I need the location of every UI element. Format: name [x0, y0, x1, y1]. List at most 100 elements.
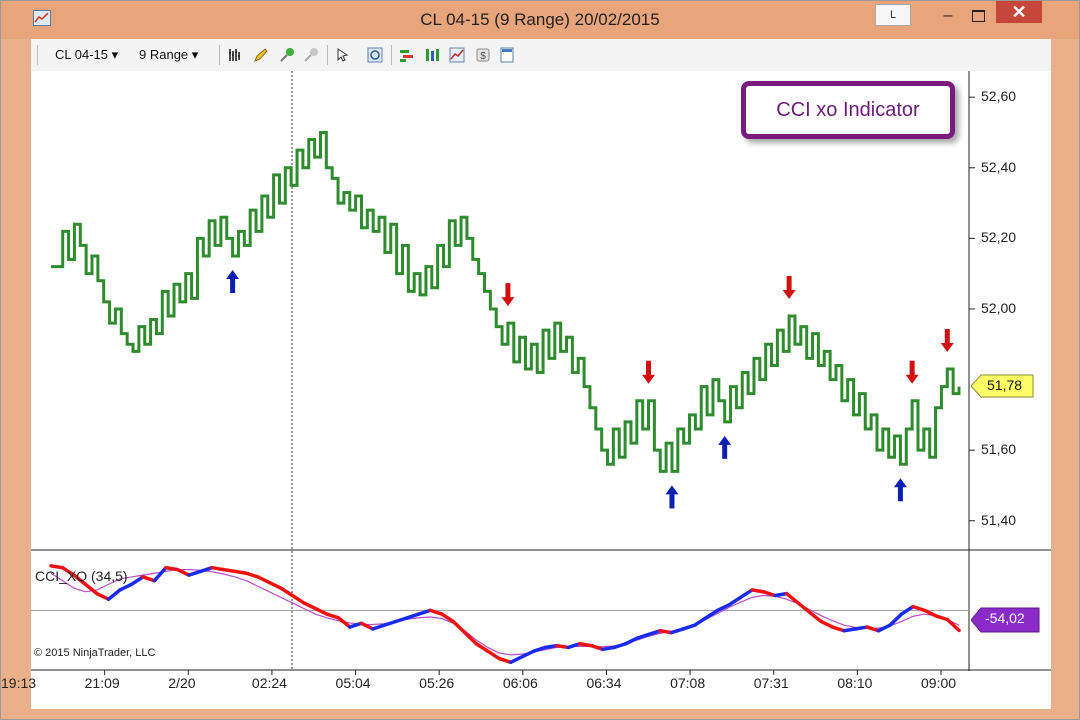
down-arrow: [642, 360, 656, 384]
toolbar-separator: [391, 45, 392, 65]
time-tick-label: 06:06: [502, 675, 538, 691]
cci-segment: [83, 582, 99, 596]
cci-segment: [727, 595, 743, 607]
cci-segment: [336, 616, 352, 629]
chart-panel[interactable]: [31, 71, 1051, 709]
cci-segment: [669, 627, 685, 635]
cci-segment: [888, 612, 904, 627]
down-arrow: [782, 276, 796, 300]
price-tick-label: 52,40: [981, 158, 1017, 175]
indicator-callout: CCI xo Indicator: [741, 81, 955, 139]
cci-segment: [497, 656, 513, 665]
price-tick-label: 52,00: [981, 299, 1017, 316]
cci-segment: [715, 603, 731, 613]
cci-segment: [474, 641, 490, 653]
cci-segment: [589, 643, 605, 652]
cci-segment: [279, 586, 295, 598]
cci-segment: [256, 575, 272, 585]
price-tick-label: 51,60: [981, 441, 1017, 458]
callout-text: CCI xo Indicator: [776, 98, 920, 121]
time-tick-label: 02:24: [251, 675, 287, 691]
cci-segment: [382, 619, 398, 627]
cci-segment: [646, 629, 662, 637]
app-icon: [33, 10, 51, 26]
properties-icon[interactable]: [499, 47, 515, 63]
cci-segment: [463, 630, 479, 646]
cci-segment: [738, 588, 754, 600]
time-tick-label: 05:04: [335, 675, 371, 691]
minimize-button[interactable]: –: [943, 7, 953, 24]
bar-style-icon[interactable]: [227, 47, 243, 63]
window-title: CL 04-15 (9 Range) 20/02/2015: [420, 10, 660, 29]
cci-segment: [577, 641, 593, 648]
cci-segment: [221, 567, 237, 574]
cci-segment: [899, 604, 915, 616]
cci-segment: [313, 606, 329, 616]
price-chart[interactable]: [31, 71, 1051, 709]
chart-toolbar: CL 04-15 ▾ 9 Range ▾ $: [31, 39, 1051, 72]
remove-indicator-icon[interactable]: [303, 47, 319, 63]
cci-segment: [60, 565, 76, 577]
cci-segment: [658, 629, 674, 635]
cci-segment: [773, 591, 789, 598]
cci-segment: [267, 580, 283, 590]
price-tick-label: 51,40: [981, 511, 1017, 528]
svg-text:$: $: [480, 51, 486, 62]
time-tick-label: 09:00: [921, 675, 957, 691]
chart-icon[interactable]: [449, 47, 465, 63]
cci-segment: [865, 625, 881, 633]
zoom-icon[interactable]: [367, 47, 383, 63]
price-tick-label: 52,60: [981, 88, 1017, 105]
cci-segment: [244, 571, 260, 579]
cci-segment: [325, 612, 341, 620]
up-arrow: [226, 270, 240, 294]
cci-segment: [198, 565, 214, 574]
cci-segment: [187, 569, 203, 577]
cci-segment: [175, 567, 191, 577]
cci-segment: [922, 608, 938, 618]
interval-selector[interactable]: 9 Range ▾: [139, 47, 199, 62]
cci-segment: [164, 565, 180, 572]
title-bar[interactable]: CL 04-15 (9 Range) 20/02/2015 L – ✕: [1, 1, 1079, 39]
maximize-button[interactable]: [963, 1, 993, 31]
add-indicator-icon[interactable]: [279, 47, 295, 63]
data-series-icon[interactable]: [399, 47, 415, 63]
cci-segment: [210, 565, 226, 572]
close-button[interactable]: ✕: [996, 1, 1042, 23]
cci-segment: [531, 645, 547, 653]
instrument-selector[interactable]: CL 04-15 ▾: [55, 47, 119, 62]
cci-segment: [118, 582, 134, 592]
cci-segment: [853, 625, 869, 631]
cci-segment: [623, 636, 639, 646]
time-tick-label: 06:34: [586, 675, 622, 691]
cci-segment: [520, 649, 536, 659]
pencil-icon[interactable]: [253, 47, 269, 63]
time-tick-label: 08:10: [837, 675, 873, 691]
cci-segment: [371, 623, 387, 631]
cci-segment: [945, 617, 961, 633]
indicator-label: CCI_XO (34,5): [35, 568, 128, 584]
cursor-icon[interactable]: [335, 47, 351, 63]
cci-segment: [129, 575, 145, 587]
cci-segment: [141, 575, 157, 583]
price-tick-label: 52,20: [981, 229, 1017, 246]
cci-signal-line: [50, 568, 960, 656]
cci-segment: [394, 616, 410, 624]
time-tick-label: 2/20: [168, 675, 196, 691]
down-arrow: [501, 283, 515, 307]
time-tick-label: 07:31: [753, 675, 789, 691]
cci-segment: [876, 623, 892, 633]
toolbar-separator: [327, 45, 328, 65]
cci-segment: [72, 573, 88, 587]
cci-segment: [417, 608, 433, 616]
cci-segment: [566, 641, 582, 650]
cci-segment: [842, 627, 858, 633]
toolbar-grip[interactable]: [37, 45, 38, 65]
down-arrow: [940, 328, 954, 352]
cci-segment: [911, 604, 927, 613]
link-button[interactable]: L: [875, 4, 911, 26]
down-arrow: [905, 360, 919, 384]
strategies-icon[interactable]: [425, 47, 441, 63]
money-icon[interactable]: $: [475, 47, 491, 63]
cci-segment: [600, 645, 616, 652]
